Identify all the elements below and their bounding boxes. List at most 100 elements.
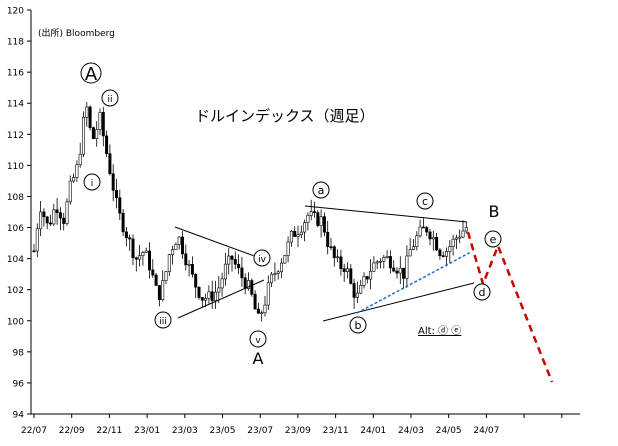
- candle-body: [217, 287, 221, 293]
- candle-body: [157, 285, 161, 300]
- candle-body: [385, 256, 389, 258]
- candle-body: [421, 226, 425, 229]
- candle-body: [42, 211, 46, 218]
- wave-label-ii: ii: [107, 95, 112, 105]
- x-tick-label: 23/11: [323, 426, 349, 436]
- candle-body: [181, 236, 185, 255]
- candle-body: [398, 267, 402, 274]
- candle-body: [151, 269, 155, 276]
- candle-body: [52, 209, 56, 225]
- candle-body: [464, 227, 468, 232]
- y-tick-label: 112: [7, 131, 24, 141]
- candle-body: [88, 106, 92, 128]
- x-tick-label: 23/03: [172, 426, 198, 436]
- candle-body: [167, 254, 171, 272]
- pattern-lines: [174, 205, 475, 322]
- candle-body: [332, 246, 336, 259]
- candle-body: [372, 262, 376, 272]
- x-tick-label: 24/03: [398, 426, 424, 436]
- alt-annotation: Alt: ⓓ ⓔ: [418, 325, 461, 337]
- support-dashed-line: [356, 251, 472, 314]
- projection-path: [466, 231, 554, 383]
- candle-body: [448, 246, 452, 252]
- candle-body: [250, 280, 254, 295]
- candle-body: [273, 273, 277, 275]
- candle-body: [303, 222, 307, 233]
- candle-body: [190, 264, 194, 275]
- candle-body: [111, 173, 115, 191]
- candle-body: [375, 261, 379, 264]
- candle-body: [408, 249, 412, 257]
- wave-label-circle: [473, 283, 491, 301]
- source-label: (出所) Bloomberg: [38, 27, 115, 39]
- candle-body: [260, 312, 264, 315]
- candle-body: [352, 283, 356, 298]
- candle-body: [263, 304, 267, 314]
- candle-body: [309, 211, 313, 216]
- candle-body: [435, 237, 439, 251]
- y-ticks: 94 96 98 100 102 104 106 108 110 112 114 116 118 120: [7, 7, 31, 421]
- candle-body: [279, 262, 283, 273]
- candle-body: [177, 236, 181, 245]
- candle-body: [411, 246, 415, 250]
- candle-body: [227, 255, 231, 265]
- candle-body: [378, 260, 382, 263]
- candle-body: [171, 249, 175, 255]
- wave-label-circle: [349, 316, 367, 334]
- candle-body: [95, 129, 99, 139]
- candles: [32, 101, 468, 322]
- candle-body: [200, 297, 204, 301]
- candle-body: [253, 293, 257, 310]
- candle-body: [39, 211, 43, 230]
- candle-body: [256, 308, 260, 314]
- x-tick-label: 22/07: [21, 426, 47, 436]
- candle-body: [75, 164, 79, 178]
- x-tick-label: 23/09: [285, 426, 311, 436]
- candle-body: [388, 256, 392, 269]
- candle-body: [230, 255, 234, 260]
- wave-label-v: v: [255, 336, 261, 346]
- candle-body: [270, 273, 274, 284]
- candle-body: [72, 177, 76, 182]
- candle-body: [461, 230, 465, 238]
- y-tick-label: 94: [13, 411, 25, 421]
- candle-body: [415, 235, 419, 248]
- candle-body: [240, 267, 244, 279]
- candle-body: [425, 227, 429, 233]
- candle-body: [214, 291, 218, 301]
- candle-body: [418, 226, 422, 237]
- candle-body: [124, 231, 128, 239]
- wave-label-iii: iii: [159, 317, 167, 327]
- candle-body: [55, 209, 59, 213]
- wave-label-circle: [312, 181, 330, 199]
- candle-body: [289, 230, 293, 243]
- candle-body: [339, 256, 343, 269]
- candle-body: [286, 241, 290, 256]
- candle-body: [266, 282, 270, 306]
- wave-label-circle: [154, 311, 172, 329]
- candle-body: [207, 291, 211, 299]
- candle-body: [402, 267, 406, 279]
- y-tick-label: 98: [13, 348, 25, 358]
- candle-body: [283, 255, 287, 264]
- candle-body: [197, 286, 201, 298]
- candle-body: [451, 238, 455, 247]
- candle-body: [187, 264, 191, 266]
- candle-body: [444, 251, 448, 257]
- candle-body: [204, 298, 208, 301]
- candle-body: [105, 135, 109, 154]
- y-tick-label: 118: [7, 38, 24, 48]
- range-upper-line: [304, 205, 468, 223]
- candle-body: [312, 211, 316, 213]
- candle-body: [405, 255, 409, 279]
- candle-body: [355, 292, 359, 298]
- wave-label-B: B: [489, 202, 500, 221]
- candle-body: [319, 216, 323, 226]
- triangle-upper-line: [174, 226, 258, 258]
- wave-label-A-top: A: [85, 64, 98, 85]
- candle-body: [336, 256, 340, 259]
- wave-label-c: c: [422, 195, 428, 208]
- candle-body: [62, 217, 66, 224]
- candle-body: [237, 263, 241, 269]
